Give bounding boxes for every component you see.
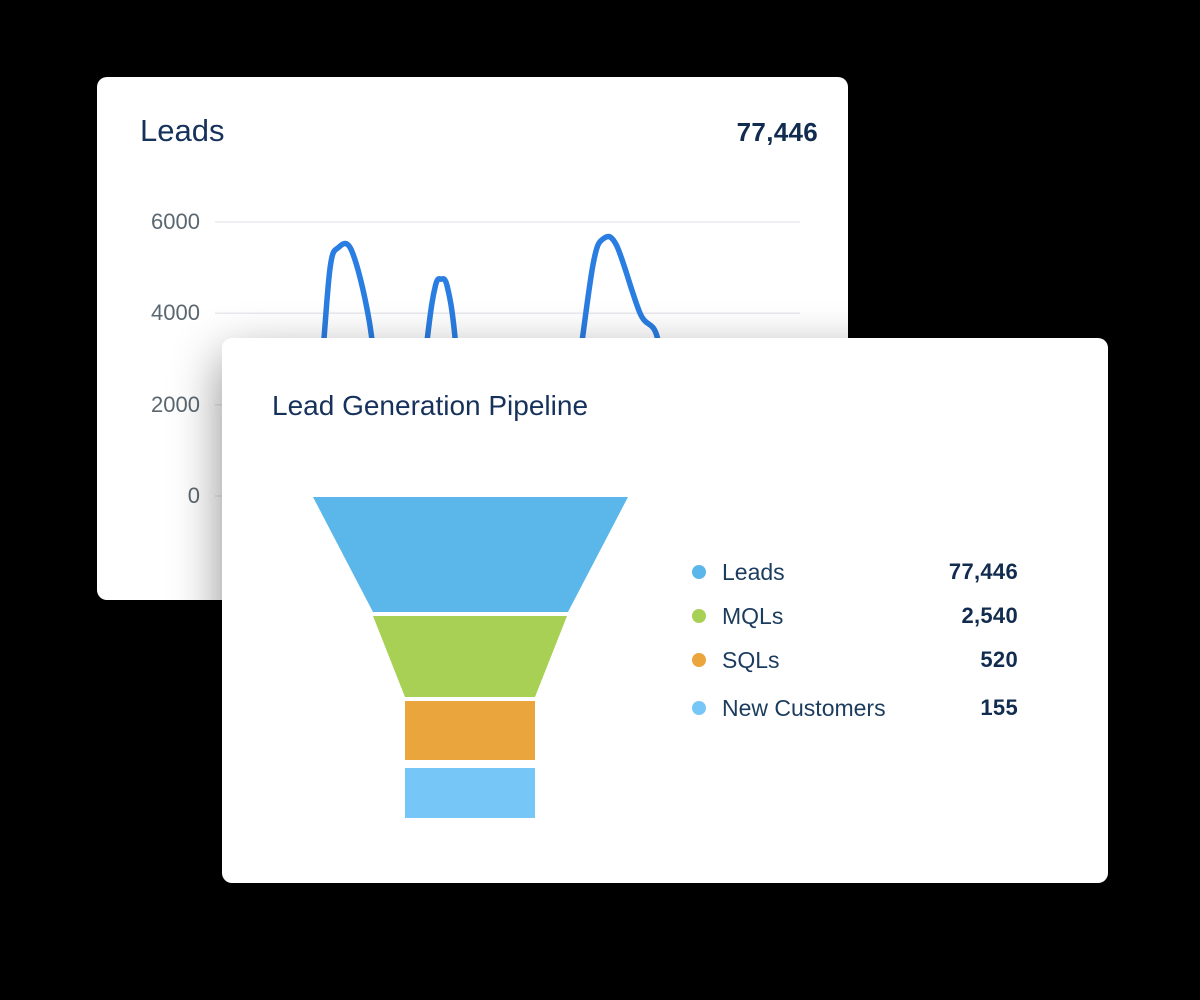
leads-total-value: 77,446 — [736, 117, 818, 147]
legend-row-mqls[interactable]: MQLs 2,540 — [692, 594, 1018, 638]
legend-dot-sqls — [692, 653, 706, 667]
legend-dot-new-customers — [692, 701, 706, 715]
funnel-legend: Leads 77,446 MQLs 2,540 SQLs 520 New Cus… — [692, 550, 1018, 730]
leads-card-title: Leads — [140, 113, 225, 148]
funnel-segment-sqls[interactable] — [405, 701, 535, 760]
y-axis-tick-6000: 6000 — [151, 209, 200, 234]
y-axis-tick-4000: 4000 — [151, 300, 200, 325]
legend-label: SQLs — [722, 646, 780, 673]
legend-row-new-customers[interactable]: New Customers 155 — [692, 686, 1018, 730]
legend-value: 520 — [980, 647, 1018, 672]
legend-label: MQLs — [722, 602, 784, 629]
pipeline-card-title: Lead Generation Pipeline — [272, 390, 589, 421]
funnel-chart — [313, 497, 628, 818]
y-axis-tick-2000: 2000 — [151, 392, 200, 417]
legend-dot-mqls — [692, 609, 706, 623]
funnel-segment-leads[interactable] — [313, 497, 628, 612]
legend-label: Leads — [722, 558, 785, 585]
legend-value: 2,540 — [961, 603, 1018, 628]
legend-row-sqls[interactable]: SQLs 520 — [692, 638, 1018, 682]
funnel-segment-mqls[interactable] — [373, 616, 567, 697]
y-axis-tick-0: 0 — [187, 483, 200, 508]
pipeline-card: Lead Generation Pipeline Leads 77,446 MQ… — [222, 338, 1108, 883]
legend-value: 77,446 — [948, 559, 1018, 584]
legend-label: New Customers — [722, 694, 886, 721]
legend-value: 155 — [980, 695, 1018, 720]
legend-dot-leads — [692, 565, 706, 579]
legend-row-leads[interactable]: Leads 77,446 — [692, 550, 1018, 594]
funnel-segment-new-customers[interactable] — [405, 768, 535, 818]
leads-card-header: Leads 77,446 — [140, 113, 818, 149]
